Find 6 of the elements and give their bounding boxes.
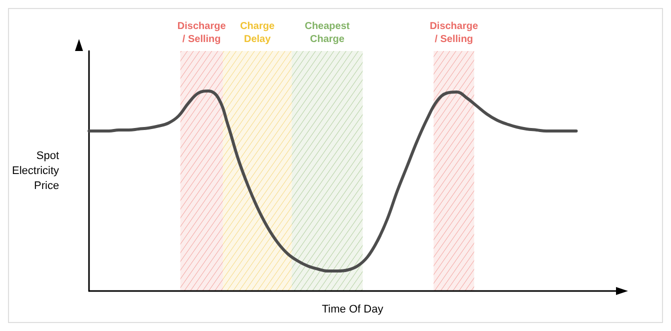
text: Discharge / Selling bbox=[428, 20, 480, 46]
text: Charge Delay bbox=[240, 21, 275, 45]
text: Discharge / Selling bbox=[176, 20, 227, 46]
text: Cheapest Charge bbox=[304, 20, 351, 46]
x-axis-title: Time Of Day bbox=[322, 303, 384, 316]
y-axis-title: Spot Electricity Price bbox=[12, 150, 60, 192]
